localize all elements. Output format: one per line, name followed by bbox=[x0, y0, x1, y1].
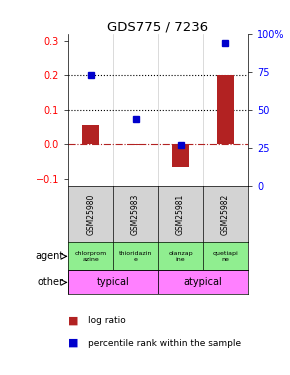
Text: GSM25982: GSM25982 bbox=[221, 194, 230, 235]
Bar bbox=[217, 75, 234, 144]
Text: GDS775 / 7236: GDS775 / 7236 bbox=[108, 21, 209, 34]
FancyBboxPatch shape bbox=[158, 270, 248, 294]
Text: percentile rank within the sample: percentile rank within the sample bbox=[88, 339, 242, 348]
Text: GSM25981: GSM25981 bbox=[176, 194, 185, 235]
Text: log ratio: log ratio bbox=[88, 316, 126, 325]
Bar bbox=[172, 144, 189, 167]
Text: atypical: atypical bbox=[184, 278, 222, 287]
Text: quetiapi
ne: quetiapi ne bbox=[213, 251, 238, 262]
FancyBboxPatch shape bbox=[68, 270, 158, 294]
Bar bbox=[127, 144, 144, 145]
Text: olanzap
ine: olanzap ine bbox=[168, 251, 193, 262]
Text: GSM25980: GSM25980 bbox=[86, 194, 95, 235]
Text: ■: ■ bbox=[68, 338, 79, 348]
Text: thioridazin
e: thioridazin e bbox=[119, 251, 152, 262]
Text: chlorprom
azine: chlorprom azine bbox=[75, 251, 107, 262]
Bar bbox=[82, 125, 99, 144]
Text: ■: ■ bbox=[68, 316, 79, 326]
Text: typical: typical bbox=[97, 278, 129, 287]
Text: GSM25983: GSM25983 bbox=[131, 194, 140, 235]
Text: other: other bbox=[38, 278, 64, 287]
Text: agent: agent bbox=[35, 251, 64, 261]
